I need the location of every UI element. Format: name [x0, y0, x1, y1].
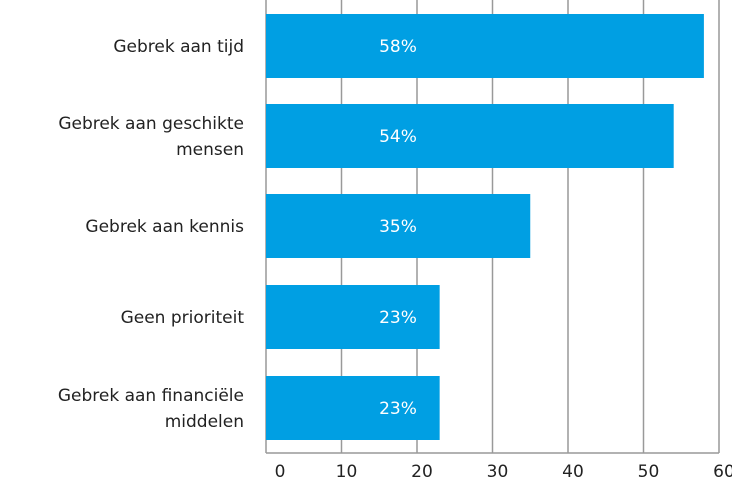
- data-label: 23%: [379, 399, 417, 419]
- category-label: middelen: [165, 412, 244, 432]
- category-label: Gebrek aan financiële: [58, 386, 244, 406]
- category-label: Gebrek aan geschikte: [58, 114, 244, 134]
- bar: [266, 104, 674, 168]
- data-label: 58%: [379, 37, 417, 57]
- bar: [266, 376, 440, 440]
- category-label: Gebrek aan tijd: [113, 37, 244, 57]
- bar: [266, 194, 531, 258]
- category-label: Geen prioriteit: [121, 308, 245, 328]
- x-tick-label: 50: [638, 462, 660, 482]
- x-tick-label: 10: [336, 462, 358, 482]
- data-label: 54%: [379, 127, 417, 147]
- category-label: Gebrek aan kennis: [85, 217, 244, 237]
- x-tick-label: 30: [487, 462, 509, 482]
- category-label: mensen: [176, 140, 244, 160]
- x-tick-label: 40: [562, 462, 584, 482]
- bar: [266, 285, 440, 349]
- x-tick-label: 0: [275, 462, 286, 482]
- x-tick-label: 60: [713, 462, 732, 482]
- x-tick-label: 20: [411, 462, 433, 482]
- bar: [266, 14, 704, 78]
- data-label: 23%: [379, 308, 417, 328]
- data-label: 35%: [379, 217, 417, 237]
